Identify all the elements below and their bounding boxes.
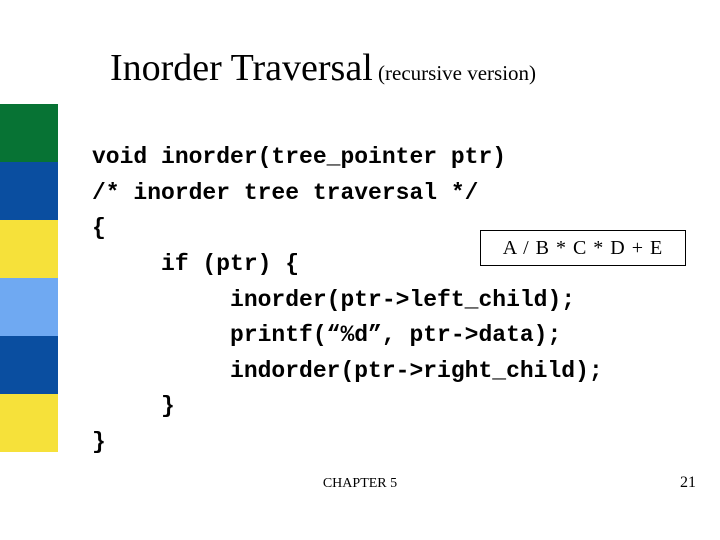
sidebar-decoration: [0, 104, 58, 454]
code-block: void inorder(tree_pointer ptr) /* inorde…: [92, 140, 603, 461]
title-sub: (recursive version): [373, 61, 536, 85]
code-line: indorder(ptr->right_child);: [92, 358, 603, 384]
title-main: Inorder Traversal: [110, 47, 373, 89]
sidebar-square: [0, 162, 58, 220]
code-line: void inorder(tree_pointer ptr): [92, 144, 506, 170]
code-line: printf(“%d”, ptr->data);: [92, 322, 561, 348]
code-line: {: [92, 215, 106, 241]
code-line: /* inorder tree traversal */: [92, 180, 478, 206]
expression-box: A / B * C * D + E: [480, 230, 686, 266]
sidebar-square: [0, 394, 58, 452]
slide-title: Inorder Traversal (recursive version): [110, 46, 536, 90]
expression-text: A / B * C * D + E: [503, 237, 664, 260]
code-line: }: [92, 429, 106, 455]
sidebar-square: [0, 278, 58, 336]
sidebar-square: [0, 104, 58, 162]
footer-page-number: 21: [680, 474, 696, 492]
code-line: }: [92, 393, 175, 419]
code-line: inorder(ptr->left_child);: [92, 287, 575, 313]
footer-chapter: CHAPTER 5: [0, 476, 720, 492]
sidebar-square: [0, 220, 58, 278]
code-line: if (ptr) {: [92, 251, 299, 277]
sidebar-square: [0, 336, 58, 394]
